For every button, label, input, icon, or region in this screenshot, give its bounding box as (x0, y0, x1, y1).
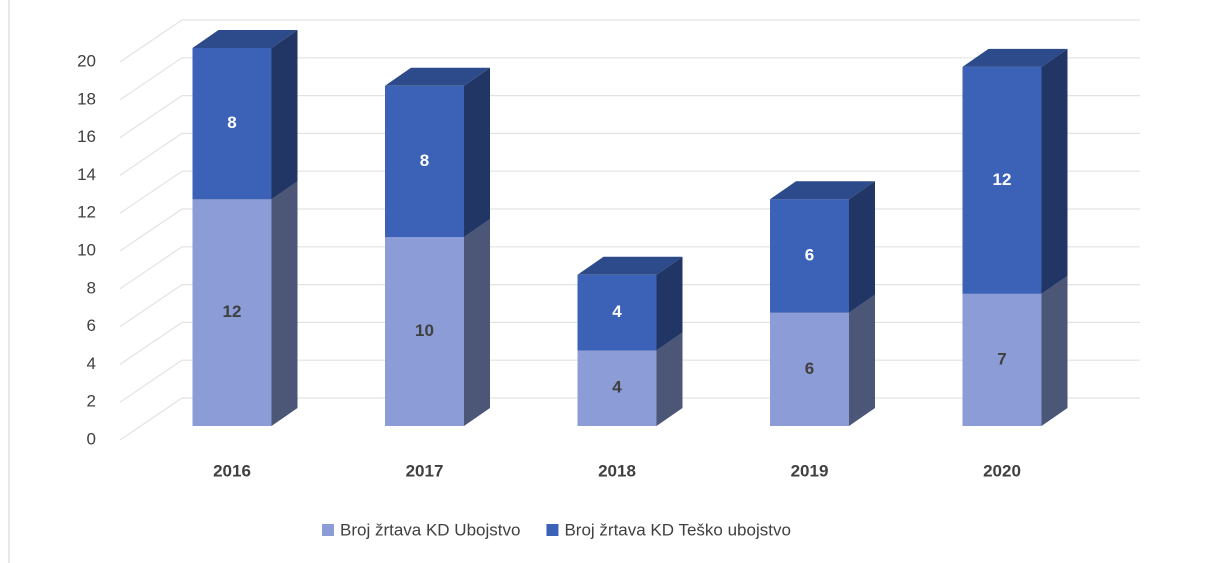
y-tick-label: 2 (87, 392, 96, 411)
bar-side (1041, 48, 1068, 294)
data-label: 12 (993, 170, 1012, 189)
bar-front (962, 66, 1042, 294)
data-label: 8 (420, 151, 429, 170)
bar-side (849, 294, 875, 426)
y-tick-label: 16 (77, 127, 96, 146)
grid-line (119, 170, 1140, 214)
bar-front (577, 274, 657, 351)
bar-side (1041, 275, 1068, 426)
bar-top (962, 48, 1068, 67)
bar-side (464, 219, 490, 426)
data-label: 6 (805, 359, 814, 378)
bar-side (271, 30, 298, 200)
data-label: 8 (227, 113, 236, 132)
y-tick-label: 0 (87, 429, 96, 448)
y-tick-label: 18 (77, 89, 96, 108)
x-tick-label: 2018 (598, 461, 636, 480)
data-label: 10 (415, 321, 434, 340)
data-label: 7 (997, 349, 1006, 368)
legend-label: Broj žrtava KD Teško ubojstvo (564, 520, 790, 539)
x-tick-label: 2016 (213, 461, 251, 480)
bar-front (385, 237, 464, 426)
grid-line (119, 94, 1140, 139)
bar-side (271, 181, 298, 426)
y-tick-label: 12 (77, 203, 96, 222)
data-label: 4 (612, 378, 622, 397)
y-tick-label: 4 (87, 354, 96, 373)
bar-top (385, 67, 490, 86)
x-tick-label: 2020 (983, 461, 1021, 480)
bar-top (770, 181, 875, 200)
bar-front (770, 312, 849, 426)
bar-front (385, 85, 464, 237)
y-tick-label: 8 (87, 278, 96, 297)
y-tick-label: 14 (77, 165, 96, 184)
bar-front (770, 199, 849, 313)
bar-front (192, 48, 272, 200)
x-tick-label: 2019 (791, 461, 829, 480)
grid-line (119, 19, 1140, 63)
bar-front (192, 199, 272, 426)
grid-line (119, 57, 1140, 101)
data-label: 12 (223, 302, 242, 321)
y-tick-label: 6 (87, 316, 96, 335)
bar-top (192, 30, 298, 48)
y-tick-label: 10 (77, 240, 96, 259)
legend-label: Broj žrtava KD Ubojstvo (340, 520, 520, 539)
legend-swatch (546, 524, 559, 536)
legend-swatch (322, 524, 334, 536)
bar-top (577, 256, 683, 275)
grid-line (119, 132, 1140, 176)
bar-side (656, 256, 683, 351)
bar-front (577, 350, 657, 426)
y-tick-label: 20 (77, 51, 96, 70)
bar-side (849, 181, 875, 313)
data-label: 6 (805, 245, 814, 264)
x-tick-label: 2017 (406, 461, 444, 480)
bar-front (962, 293, 1042, 426)
data-label: 4 (612, 302, 622, 321)
bar-side (656, 332, 683, 426)
bar-side (464, 67, 490, 237)
